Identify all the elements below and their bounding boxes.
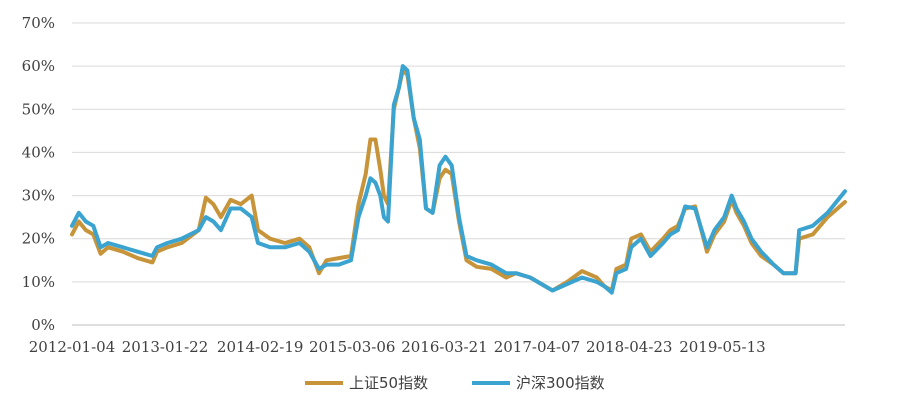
y-tick-label: 40% <box>22 143 55 161</box>
x-tick-label: 2013-01-22 <box>122 338 208 356</box>
x-tick-label: 2018-04-23 <box>586 338 672 356</box>
series-lines <box>70 64 847 295</box>
y-tick-label: 70% <box>22 14 55 32</box>
y-axis-ticks: 0% 10% 20% 30% 40% 50% 60% 70% <box>22 14 55 334</box>
x-tick-label: 2016-03-21 <box>401 338 487 356</box>
y-tick-label: 50% <box>22 100 55 118</box>
x-tick-label: 2019-05-13 <box>679 338 765 356</box>
y-tick-label: 20% <box>22 230 55 248</box>
legend: 上证50指数 沪深300指数 <box>305 374 605 392</box>
gridlines <box>72 22 845 326</box>
series-line-sse50 <box>70 68 847 293</box>
x-tick-label: 2014-02-19 <box>217 338 303 356</box>
legend-label: 上证50指数 <box>349 374 428 392</box>
x-tick-label: 2015-03-06 <box>309 338 395 356</box>
x-tick-label: 2012-01-04 <box>29 338 115 356</box>
series-line-csi300 <box>70 64 847 295</box>
legend-label: 沪深300指数 <box>516 374 605 392</box>
y-tick-label: 10% <box>22 273 55 291</box>
y-tick-label: 0% <box>31 316 55 334</box>
y-tick-label: 60% <box>22 57 55 75</box>
y-tick-label: 30% <box>22 187 55 205</box>
x-axis-ticks: 2012-01-04 2013-01-22 2014-02-19 2015-03-06… <box>29 338 766 356</box>
x-tick-label: 2017-04-07 <box>494 338 580 356</box>
